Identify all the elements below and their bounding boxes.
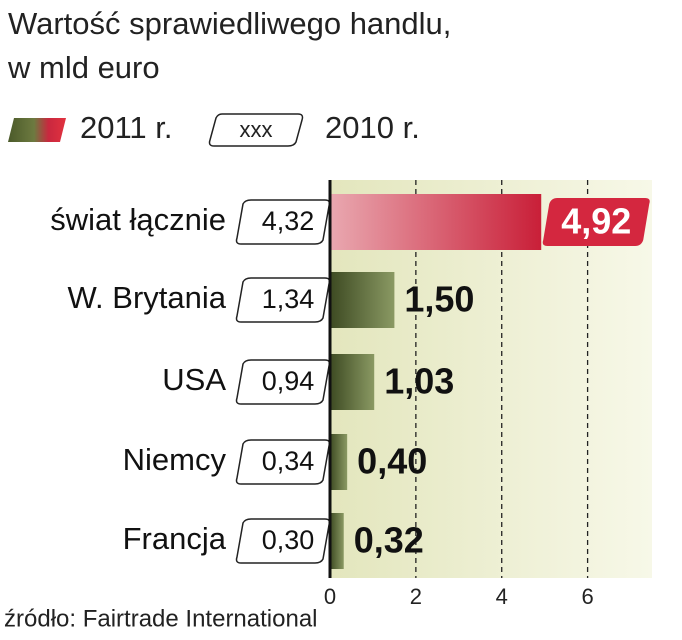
legend-sample: xxx: [240, 117, 273, 142]
legend-label: 2011 r.: [80, 110, 173, 145]
bar: [330, 513, 344, 569]
bar: [330, 272, 395, 328]
value-label: 0,40: [357, 441, 427, 482]
x-tick-label: 4: [496, 584, 508, 609]
category-label: Francja: [123, 521, 227, 556]
prior-year-label: 0,30: [262, 525, 315, 555]
value-label: 1,03: [384, 361, 454, 402]
x-tick-label: 2: [410, 584, 422, 609]
bar: [330, 434, 348, 490]
category-label: Niemcy: [123, 442, 227, 477]
prior-year-label: 0,94: [262, 366, 315, 396]
category-label: USA: [162, 362, 226, 397]
bar: [330, 194, 542, 250]
value-label-box: [542, 198, 650, 246]
chart-subtitle: w mld euro: [7, 50, 160, 85]
bar: [330, 354, 375, 410]
x-tick-label: 0: [324, 584, 336, 609]
x-tick-label: 6: [581, 584, 593, 609]
value-label: 4,92: [561, 201, 631, 242]
legend-box: [208, 113, 304, 147]
prior-year-label: 4,32: [262, 206, 315, 236]
legend-swatch: [8, 118, 66, 142]
value-label: 0,32: [354, 520, 424, 561]
legend-label: 2010 r.: [325, 110, 420, 145]
chart-title: Wartość sprawiedliwego handlu,: [8, 6, 451, 41]
category-label: W. Brytania: [68, 280, 227, 315]
prior-year-label: 0,34: [262, 446, 315, 476]
category-label: świat łącznie: [50, 202, 226, 237]
prior-year-label: 1,34: [262, 284, 315, 314]
value-label: 1,50: [404, 279, 474, 320]
source: źródło: Fairtrade International: [4, 605, 318, 632]
